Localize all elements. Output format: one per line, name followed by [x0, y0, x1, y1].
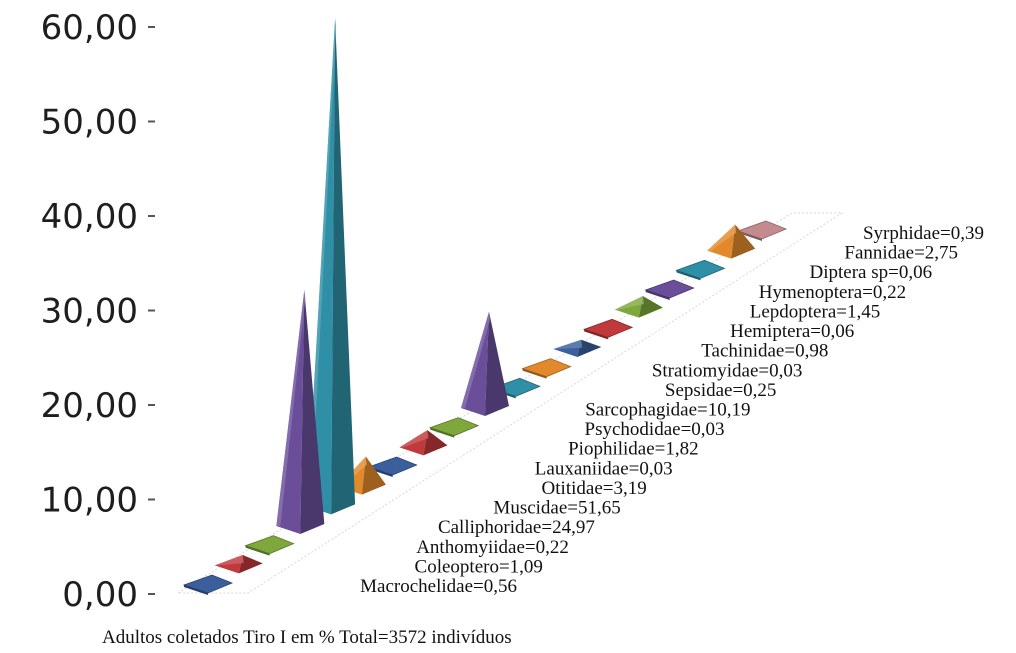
pyramid-bar	[675, 259, 726, 281]
pyramid-bar	[307, 18, 356, 515]
category-label: Lauxaniidae=0,03	[535, 458, 673, 479]
category-label: Hemiptera=0,06	[730, 321, 854, 342]
category-label: Anthomyiidae=0,22	[416, 537, 569, 558]
category-label: Macrochelidae=0,56	[360, 576, 517, 597]
y-axis: 0,00 10,00 20,00 30,00 40,00 50,00 60,00	[41, 8, 155, 615]
y-tick-label: 60,00	[41, 8, 138, 48]
pyramid-base	[367, 456, 418, 476]
pyramid-bar	[276, 290, 325, 534]
y-tick-label: 50,00	[41, 103, 138, 143]
pyramid-bar	[736, 220, 788, 241]
y-tick-label: 10,00	[41, 481, 138, 521]
pyramid-bar	[707, 224, 756, 259]
pyramid-base	[182, 574, 234, 594]
category-label: Diptera sp=0,06	[810, 262, 933, 283]
pyramid-bar	[182, 574, 234, 595]
pyramid-side-face	[331, 18, 356, 515]
pyramid-highlight	[707, 224, 737, 251]
category-label: Otitidae=3,19	[542, 478, 647, 499]
category-label: Sepsidae=0,25	[665, 380, 777, 401]
pyramid-side-face	[731, 224, 756, 259]
pyramid-edge	[245, 545, 270, 556]
pyramid-bar	[244, 535, 295, 556]
pyramid-edge	[584, 329, 609, 340]
category-label: Stratiomyidae=0,03	[652, 360, 803, 381]
pyramid-highlight	[307, 18, 337, 507]
pyramid-edge	[738, 231, 762, 241]
category-label: Calliphoridae=24,97	[438, 517, 595, 538]
pyramid-side-face	[423, 430, 448, 456]
pyramid-side-face	[300, 290, 325, 534]
pyramid-edge	[184, 585, 208, 595]
category-label: Muscidae=51,65	[493, 498, 620, 519]
category-label: Tachinidae=0,98	[701, 341, 828, 362]
pyramid-highlight	[276, 290, 306, 526]
pyramid-side-face	[638, 295, 663, 318]
pyramid-edge	[676, 270, 701, 281]
pyramid-side-face	[577, 339, 602, 357]
pyramid-bar	[399, 430, 448, 456]
pyramid-bar	[582, 318, 634, 340]
category-label: Coleoptero=1,09	[415, 556, 543, 577]
pyramid-bar	[428, 417, 480, 438]
pyramid-bar	[553, 339, 602, 357]
pyramid-bar	[644, 279, 695, 300]
y-tick-label: 40,00	[41, 197, 138, 237]
pyramid-base	[675, 259, 726, 279]
pyramid-highlight	[553, 339, 583, 349]
category-label: Piophilidae=1,82	[568, 439, 699, 460]
pyramid-highlight	[214, 555, 244, 566]
category-label: Sarcophagidae=10,19	[585, 400, 750, 421]
pyramid-edge	[430, 427, 455, 438]
pyramid-highlight	[399, 430, 429, 448]
pyramid-base	[582, 318, 634, 338]
pyramid-highlight	[461, 311, 490, 408]
category-label: Psychodidae=0,03	[585, 419, 725, 440]
pyramid-side-face	[361, 456, 386, 495]
chart-caption: Adultos coletados Tiro I em % Total=3572…	[102, 627, 512, 648]
pyramid-bar	[214, 555, 263, 574]
pyramid-base	[644, 279, 695, 299]
pyramid-base	[736, 220, 788, 240]
pyramid-side-face	[485, 311, 509, 416]
pyramid-edge	[645, 290, 670, 300]
category-labels: Macrochelidae=0,56Coleoptero=1,09Anthomy…	[360, 223, 984, 597]
category-label: Lepdoptera=1,45	[750, 301, 880, 322]
y-tick-label: 20,00	[41, 386, 138, 426]
pyramid-bar	[521, 358, 572, 379]
category-label: Syrphidae=0,39	[863, 223, 984, 244]
pyramid-highlight	[614, 295, 644, 310]
pyramid-side-face	[238, 555, 263, 574]
y-tick-label: 0,00	[62, 575, 138, 615]
category-label: Fannidae=2,75	[844, 243, 958, 264]
pyramid-bars	[182, 18, 788, 595]
pyramid-edge	[522, 368, 547, 379]
category-label: Hymenoptera=0,22	[759, 282, 906, 303]
y-tick-label: 30,00	[41, 292, 138, 332]
pyramid-bar	[461, 311, 509, 416]
pyramid-bar	[614, 295, 663, 318]
